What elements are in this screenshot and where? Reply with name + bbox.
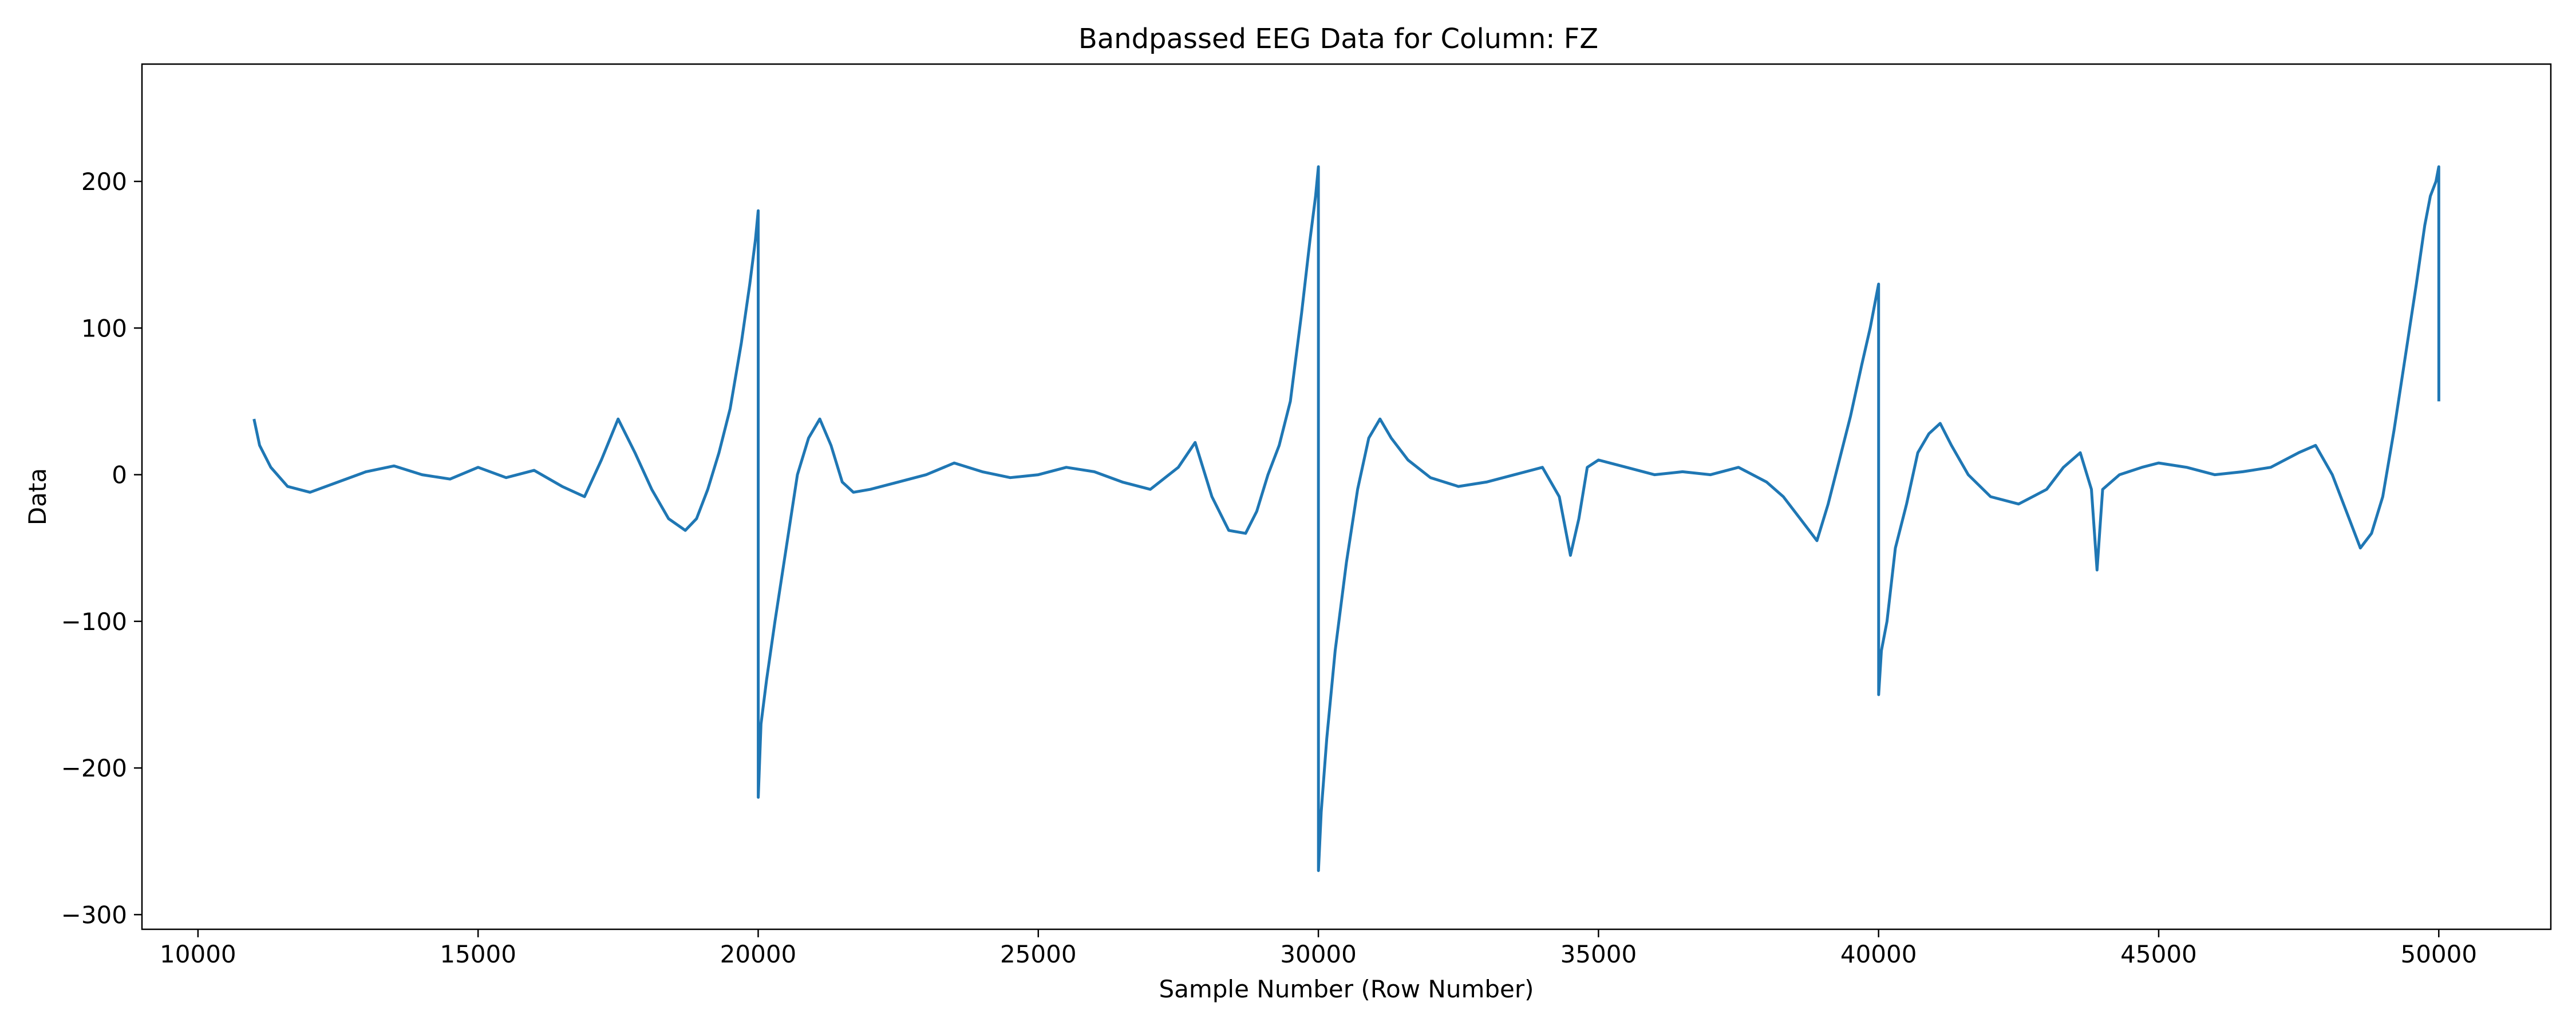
y-axis-label: Data xyxy=(23,468,52,525)
x-axis: 10000 15000 20000 25000 30000 35000 40000 45000… xyxy=(160,929,2477,968)
y-tick-label: −200 xyxy=(61,754,127,782)
x-tick-label: 10000 xyxy=(160,940,236,968)
y-tick-label: 200 xyxy=(81,168,127,196)
x-axis-label: Sample Number (Row Number) xyxy=(1159,975,1534,1003)
x-tick-label: 20000 xyxy=(720,940,797,968)
eeg-series-line xyxy=(252,165,2440,872)
x-tick-label: 30000 xyxy=(1280,940,1357,968)
x-tick-label: 45000 xyxy=(2120,940,2197,968)
plot-area xyxy=(252,165,2440,872)
x-tick-label: 35000 xyxy=(1560,940,1637,968)
x-tick-label: 25000 xyxy=(1000,940,1077,968)
y-tick-label: −100 xyxy=(61,608,127,636)
plot-frame xyxy=(141,63,2552,930)
x-tick-label: 40000 xyxy=(1840,940,1917,968)
y-tick-label: 0 xyxy=(112,461,127,489)
x-tick-label: 50000 xyxy=(2400,940,2477,968)
y-tick-label: 100 xyxy=(81,314,127,342)
chart-title: Bandpassed EEG Data for Column: FZ xyxy=(1078,23,1598,55)
y-axis: −300 −200 −100 0 100 200 xyxy=(61,168,142,929)
y-tick-label: −300 xyxy=(61,901,127,929)
x-tick-label: 15000 xyxy=(440,940,516,968)
